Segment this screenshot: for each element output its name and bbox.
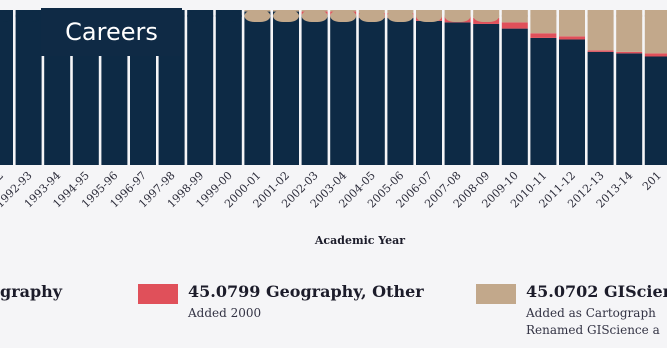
bar-stack-2004-05 [358,10,385,165]
bar-segment-2001-02-s0 [273,11,299,165]
legend-label: 45.0799 Geography, Other [188,282,424,301]
bar-segment-2011-12-s0 [559,39,585,166]
legend-swatch [138,284,178,304]
legend-description: Added as Cartograph [526,306,656,320]
bar-segment-2010-11-s0 [530,37,557,165]
bar-stack-1999-00 [215,10,242,165]
bar-segment-2007-08-s0 [444,22,471,166]
legend-item-giscience: 45.0702 GIScien Added as Cartograph Rena… [476,282,667,339]
bar-cap-1998-99 [187,10,214,22]
legend-item-geography-other: 45.0799 Geography, Other Added 2000 [138,282,424,322]
careers-badge[interactable]: Careers [41,8,182,56]
bar-segment-2003-04-s0 [330,16,357,166]
bar-segment-2013-14-s0 [616,53,643,165]
bar-segment-2011-12-s1 [559,36,585,40]
bar-cap-2007-08 [444,10,471,22]
bar-segment-2014-15-s0 [644,56,667,165]
bar-cap-1991-92 [0,10,13,22]
bar-stack-2005-06 [387,10,414,165]
bar-cap-2002-03 [301,10,328,22]
legend-label: 45.0702 GIScien [526,282,667,301]
bar-segment-2012-13-s0 [587,51,614,165]
bar-cap-2009-10 [501,10,528,22]
bar-segment-1992-93-s0 [15,10,42,165]
bar-segment-2008-09-s0 [473,23,500,166]
bar-cap-2001-02 [273,10,299,22]
bar-stack-2008-09 [473,10,500,166]
bar-cap-2000-01 [244,10,271,22]
bar-segment-2009-10-s0 [501,28,528,165]
bar-stack-1991-92 [0,10,13,165]
bar-cap-2006-07 [416,10,442,22]
bar-cap-2012-13 [587,10,614,22]
stacked-bar-chart: 1-921992-931993-941994-951995-961996-971… [0,10,667,247]
bar-segment-2009-10-s1 [501,22,528,29]
bar-stack-2009-10 [501,10,528,165]
legend-description: Renamed GIScience a [526,323,660,337]
bar-segment-2012-13-s1 [587,50,614,52]
bar-stack-2013-14 [616,10,643,165]
bar-segment-1998-99-s0 [187,10,214,165]
bar-cap-2003-04 [330,10,357,22]
bar-cap-1999-00 [215,10,242,22]
bar-cap-2005-06 [387,10,414,22]
bar-segment-1991-92-s0 [0,10,13,165]
bar-stack-2014-15 [644,10,667,165]
bar-segment-2002-03-s0 [301,14,328,166]
x-axis-label: Academic Year [314,234,405,247]
bar-stack-2006-07 [416,10,442,165]
bar-stack-2003-04 [330,10,357,166]
bar-stack-1998-99 [187,10,214,165]
bar-stack-2001-02 [273,10,299,165]
bar-cap-2004-05 [358,10,385,22]
bar-cap-2010-11 [530,10,557,22]
bar-stack-2011-12 [559,10,585,166]
bar-cap-2013-14 [616,10,643,22]
bar-stack-2002-03 [301,10,328,166]
bar-stack-2000-01 [244,10,271,165]
bar-stack-2012-13 [587,10,614,165]
legend-description: Added 2000 [188,306,262,320]
bar-cap-2014-15 [644,10,667,22]
careers-label: Careers [65,18,158,46]
bar-segment-2006-07-s0 [416,20,442,165]
bar-segment-2010-11-s1 [530,33,557,38]
bar-segment-2004-05-s0 [358,17,385,165]
bar-segment-2000-01-s0 [244,11,271,165]
bar-stack-1992-93 [15,10,42,165]
bar-cap-1992-93 [15,10,42,22]
x-tick-label: 201 [640,169,664,193]
legend-swatch [476,284,516,304]
bar-segment-1999-00-s0 [215,10,242,165]
legend-item-geography: graphy [0,282,62,301]
bar-cap-2011-12 [559,10,585,22]
bar-segment-2014-15-s1 [644,53,667,57]
bar-segment-2013-14-s1 [616,51,643,54]
bar-stack-2007-08 [444,10,471,166]
bar-cap-2008-09 [473,10,500,22]
bar-segment-2005-06-s0 [387,17,414,165]
legend-label: graphy [0,282,63,301]
bar-stack-2010-11 [530,10,557,165]
